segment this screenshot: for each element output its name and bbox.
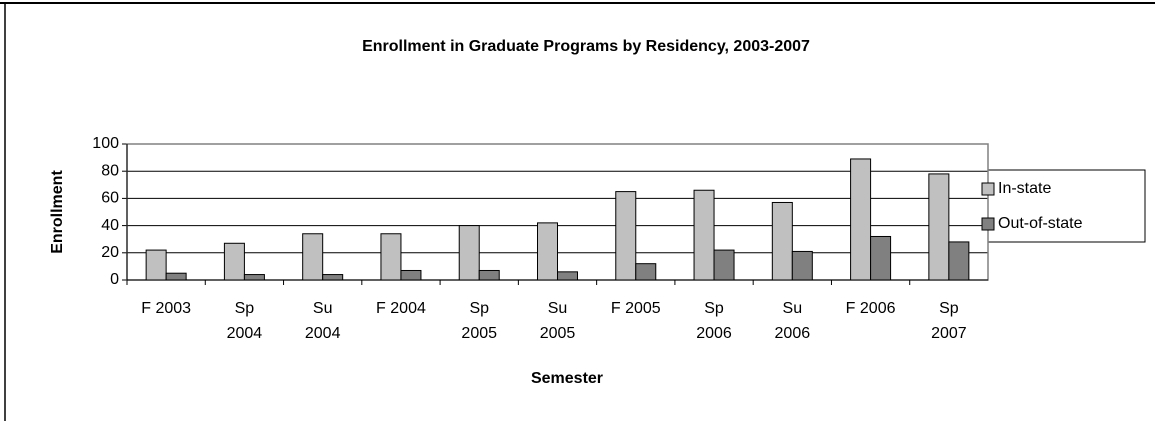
- y-tick-label: 80: [101, 162, 119, 179]
- x-tick-label: F 2003: [141, 300, 191, 317]
- y-tick-label: 20: [101, 244, 119, 261]
- bar: [693, 189, 715, 281]
- x-tick-label: Sp 2006: [696, 300, 732, 342]
- bar: [615, 191, 637, 281]
- bar: [145, 249, 167, 281]
- x-tick-label: Su 2006: [775, 300, 811, 342]
- x-tick-label: Su 2004: [305, 300, 341, 342]
- bar: [713, 249, 735, 281]
- bar: [165, 272, 187, 281]
- x-tick-label: Sp 2007: [931, 300, 967, 342]
- x-tick-label: F 2005: [611, 300, 661, 317]
- legend-label: In-state: [998, 180, 1051, 197]
- bar: [458, 225, 480, 281]
- legend-label: Out-of-state: [998, 215, 1083, 232]
- bar: [557, 271, 578, 281]
- bar: [380, 233, 402, 281]
- y-tick-label: 60: [101, 190, 119, 207]
- y-tick-label: 0: [110, 271, 119, 288]
- bar: [400, 269, 422, 281]
- bar: [322, 274, 344, 281]
- legend-swatch: [981, 182, 995, 196]
- x-tick-label: Sp 2004: [227, 300, 263, 342]
- bar: [537, 222, 558, 281]
- bar: [850, 158, 872, 281]
- x-tick-label: Su 2005: [540, 300, 576, 342]
- bar: [870, 235, 892, 281]
- x-tick-label: F 2006: [846, 300, 896, 317]
- bar: [478, 269, 500, 281]
- x-tick-label: Sp 2005: [461, 300, 497, 342]
- bar: [771, 201, 793, 281]
- legend-swatch: [981, 217, 995, 231]
- bar: [635, 263, 657, 281]
- bar: [948, 241, 970, 281]
- x-tick-label: F 2004: [376, 300, 426, 317]
- bar: [928, 173, 950, 281]
- y-tick-label: 100: [92, 135, 119, 152]
- bar: [223, 242, 245, 281]
- chart-title: Enrollment in Graduate Programs by Resid…: [362, 38, 810, 55]
- bar: [243, 274, 265, 281]
- x-axis-label: Semester: [531, 370, 603, 387]
- bar: [791, 250, 813, 281]
- y-axis-label: Enrollment: [49, 170, 66, 254]
- y-tick-label: 40: [101, 217, 119, 234]
- bar: [302, 233, 324, 281]
